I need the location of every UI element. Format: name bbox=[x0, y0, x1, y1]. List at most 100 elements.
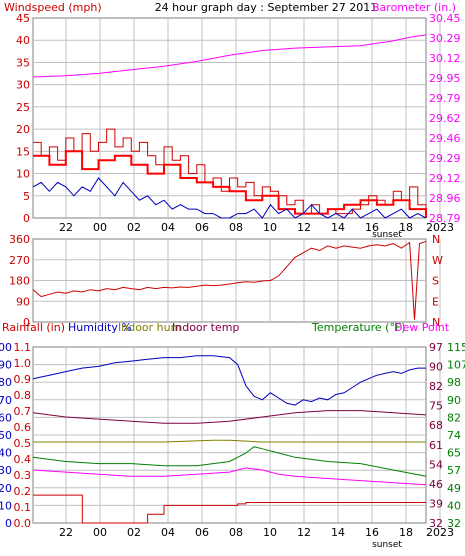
rain-tick-6: 0.5 bbox=[14, 437, 32, 450]
outdoor-temp-tick-2: 98 bbox=[447, 376, 461, 389]
humidity-tick-8: 20 bbox=[0, 482, 12, 495]
chart-title: 24 hour graph day : September 27 2011 bbox=[155, 1, 378, 14]
indoor-temp-tick-2: 82 bbox=[429, 380, 443, 393]
wind-xtick-4: 06 bbox=[195, 221, 209, 234]
windspeed-tick-8: 5 bbox=[23, 190, 30, 203]
climate-xtick-0: 22 bbox=[59, 526, 73, 539]
direction-tick-3: 90 bbox=[16, 295, 30, 308]
indoor-temp-axis-label: Indoor temp bbox=[172, 321, 239, 334]
outdoor-temp-tick-7: 57 bbox=[447, 464, 461, 477]
climate-xtick-1: 00 bbox=[93, 526, 107, 539]
rainfall-axis-label: Rainfall (in) bbox=[2, 321, 65, 334]
wind-xtick-7: 12 bbox=[297, 221, 311, 234]
outdoor-temp-tick-6: 65 bbox=[447, 447, 461, 460]
compass-tick-1: W bbox=[432, 254, 443, 267]
barometer-tick-10: 28.79 bbox=[429, 212, 461, 225]
wind-xtick-5: 08 bbox=[229, 221, 243, 234]
barometer-tick-6: 29.46 bbox=[429, 132, 461, 145]
rain-tick-9: 0.2 bbox=[14, 485, 32, 498]
climate-xtick-6: 10 bbox=[263, 526, 277, 539]
series-indoor-temp bbox=[32, 410, 427, 424]
barometer-tick-9: 28.96 bbox=[429, 192, 461, 205]
compass-tick-0: N bbox=[432, 233, 440, 246]
indoor-temp-tick-5: 61 bbox=[429, 439, 443, 452]
windspeed-axis-label: Windspeed (mph) bbox=[4, 1, 102, 14]
humidity-axis-label: Humidity % bbox=[68, 321, 132, 334]
rain-tick-3: 0.8 bbox=[14, 389, 32, 402]
climate-xtick-5: 08 bbox=[229, 526, 243, 539]
humidity-tick-9: 10 bbox=[0, 499, 12, 512]
wind-xtick-2: 02 bbox=[127, 221, 141, 234]
series-wind-direction bbox=[32, 240, 427, 320]
barometer-tick-5: 29.62 bbox=[429, 112, 461, 125]
outdoor-temp-tick-5: 74 bbox=[447, 429, 461, 442]
indoor-temp-tick-9: 32 bbox=[429, 517, 443, 530]
rain-tick-8: 0.3 bbox=[14, 469, 32, 482]
barometer-tick-7: 29.29 bbox=[429, 152, 461, 165]
series-temperature bbox=[32, 446, 427, 477]
windspeed-tick-3: 30 bbox=[16, 79, 30, 92]
outdoor-temp-tick-9: 40 bbox=[447, 499, 461, 512]
indoor-temp-tick-3: 75 bbox=[429, 400, 443, 413]
climate-xtick-7: 12 bbox=[297, 526, 311, 539]
direction-tick-0: 360 bbox=[9, 233, 30, 246]
rain-tick-2: 0.9 bbox=[14, 373, 32, 386]
rain-tick-0: 1.1 bbox=[14, 341, 32, 354]
humidity-tick-0: 100 bbox=[0, 341, 12, 354]
humidity-tick-4: 60 bbox=[0, 411, 12, 424]
outdoor-temp-tick-4: 82 bbox=[447, 411, 461, 424]
barometer-tick-1: 30.29 bbox=[429, 32, 461, 45]
wind-xtick-1: 00 bbox=[93, 221, 107, 234]
compass-tick-2: S bbox=[432, 275, 439, 288]
rain-tick-1: 1.0 bbox=[14, 357, 32, 370]
wind-xtick-3: 04 bbox=[161, 221, 175, 234]
outdoor-temp-tick-0: 115 bbox=[447, 341, 465, 354]
humidity-tick-1: 90 bbox=[0, 359, 12, 372]
temperature-axis-label: Temperature (°F) bbox=[311, 321, 406, 334]
climate-xtick-3: 04 bbox=[161, 526, 175, 539]
wind-sunset-label: sunset bbox=[372, 230, 402, 240]
rain-tick-7: 0.4 bbox=[14, 453, 32, 466]
direction-tick-2: 180 bbox=[9, 275, 30, 288]
direction-tick-4: 0 bbox=[23, 316, 30, 329]
dewpoint-axis-label: Dew Point bbox=[394, 321, 450, 334]
barometer-tick-8: 29.12 bbox=[429, 172, 461, 185]
outdoor-temp-tick-3: 90 bbox=[447, 394, 461, 407]
rain-tick-11: 0.0 bbox=[14, 517, 32, 530]
climate-xtick-8: 14 bbox=[331, 526, 345, 539]
humidity-tick-3: 70 bbox=[0, 394, 12, 407]
series-indoor-hum bbox=[33, 439, 426, 443]
indoor-temp-tick-6: 54 bbox=[429, 458, 443, 471]
series-rainfall bbox=[33, 494, 426, 524]
indoor-temp-tick-7: 46 bbox=[429, 478, 443, 491]
climate-xtick-2: 02 bbox=[127, 526, 141, 539]
series-dewpoint bbox=[32, 467, 427, 486]
humidity-tick-10: 0 bbox=[5, 517, 12, 530]
windspeed-tick-1: 40 bbox=[16, 34, 30, 47]
compass-tick-3: E bbox=[432, 295, 439, 308]
outdoor-temp-tick-1: 107 bbox=[447, 359, 465, 372]
climate-xtick-4: 06 bbox=[195, 526, 209, 539]
humidity-tick-7: 30 bbox=[0, 464, 12, 477]
outdoor-temp-tick-10: 32 bbox=[447, 517, 461, 530]
rain-tick-4: 0.7 bbox=[14, 405, 32, 418]
series-humidity bbox=[32, 355, 426, 406]
wind-xtick-0: 22 bbox=[59, 221, 73, 234]
climate-sunset-label: sunset bbox=[372, 540, 402, 550]
barometer-tick-4: 29.79 bbox=[429, 92, 461, 105]
climate-xtick-10: 18 bbox=[399, 526, 413, 539]
barometer-tick-2: 30.12 bbox=[429, 52, 461, 65]
climate-xtick-11: 2023 bbox=[426, 526, 454, 539]
humidity-tick-5: 50 bbox=[0, 429, 12, 442]
windspeed-tick-7: 10 bbox=[16, 168, 30, 181]
windspeed-tick-2: 35 bbox=[16, 56, 30, 69]
barometer-axis-label: Barometer (in.) bbox=[372, 1, 456, 14]
humidity-tick-2: 80 bbox=[0, 376, 12, 389]
series-barometer bbox=[32, 34, 427, 78]
wind-xtick-10: 18 bbox=[399, 221, 413, 234]
wind-xtick-6: 10 bbox=[263, 221, 277, 234]
outdoor-temp-tick-8: 49 bbox=[447, 482, 461, 495]
climate-xtick-9: 16 bbox=[365, 526, 379, 539]
direction-tick-1: 270 bbox=[9, 254, 30, 267]
